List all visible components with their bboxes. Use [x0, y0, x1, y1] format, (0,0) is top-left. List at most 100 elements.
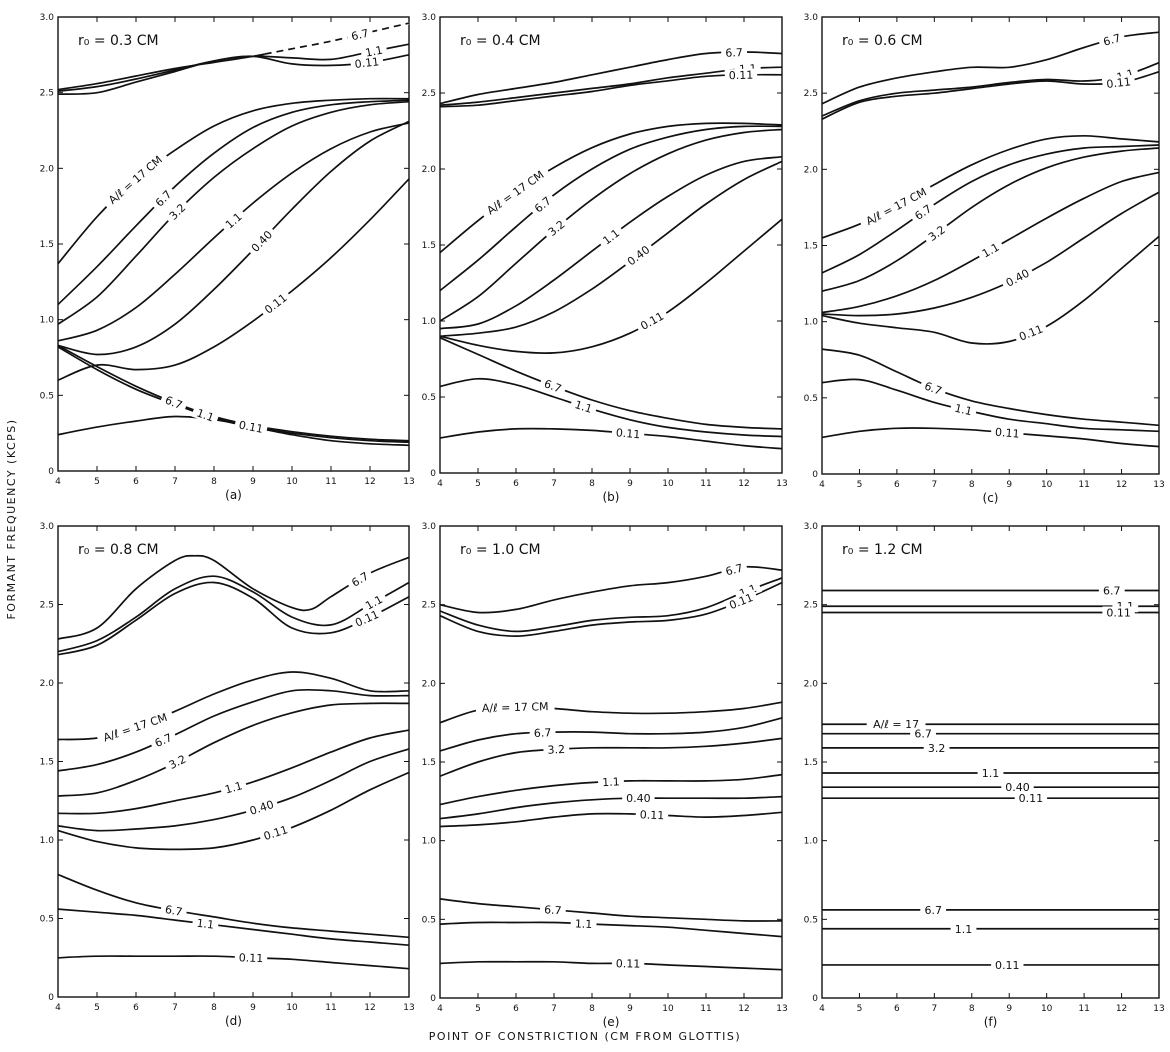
- x-tick-label: 4: [819, 480, 825, 490]
- series-line: [439, 577, 783, 633]
- y-tick-label: 1.0: [804, 837, 819, 847]
- series-label: 6.7: [924, 904, 942, 917]
- x-tick-label: 13: [1153, 480, 1164, 490]
- x-tick-label: 4: [55, 1003, 61, 1013]
- panel-letter: (e): [603, 1015, 620, 1029]
- series-label: 1.1: [196, 917, 215, 932]
- series-label-group: A/ℓ = 17: [866, 718, 926, 731]
- panel-letter: (b): [603, 490, 620, 504]
- series-label-group: 1.1: [570, 917, 597, 931]
- series-label: 0.11: [238, 418, 265, 435]
- series-label: 3.2: [547, 743, 565, 757]
- series-line: [439, 218, 783, 355]
- y-tick-label: 2.5: [40, 89, 54, 99]
- series-label-group: 1.1: [597, 775, 625, 789]
- series-label-background: [219, 207, 248, 234]
- series-label-background: [910, 727, 936, 740]
- series-label-group: 6.7: [529, 726, 556, 740]
- series-label-background: [991, 959, 1024, 971]
- x-tick-label: 13: [776, 1004, 787, 1014]
- series-label-background: [538, 375, 568, 397]
- series-label-background: [101, 149, 169, 210]
- series-label: 1.1: [573, 398, 594, 416]
- series-label: 0.11: [616, 957, 641, 970]
- y-axis-label: FORMANT FREQUENCY (KCPS): [5, 418, 18, 620]
- series-label-group: 1.1: [950, 922, 977, 936]
- panel-letter: (d): [225, 1014, 242, 1028]
- plot-frame: [439, 525, 783, 999]
- series-line: [57, 748, 410, 832]
- series-label-group: 6.7: [160, 902, 188, 919]
- series-label-group: 0.40: [621, 240, 655, 270]
- x-tick-label: 6: [894, 1004, 900, 1014]
- series-line: [439, 811, 783, 828]
- series-label-group: 0.40: [244, 796, 279, 819]
- x-tick-label: 8: [969, 480, 975, 490]
- series-label: 1.1: [223, 779, 243, 796]
- series-label: 6.7: [542, 377, 563, 395]
- series-line: [57, 955, 410, 970]
- y-tick-label: 1.0: [40, 316, 55, 326]
- panel-letter: (f): [984, 1015, 998, 1029]
- x-tick-label: 10: [286, 477, 298, 487]
- series-label: 1.1: [982, 767, 1000, 780]
- series-label: 0.11: [615, 426, 640, 441]
- x-tick-label: 4: [55, 477, 61, 487]
- series-label: 0.40: [1005, 781, 1030, 794]
- series-label-background: [163, 198, 191, 225]
- x-tick-label: 9: [250, 477, 256, 487]
- series-label-group: 6.7: [918, 377, 948, 399]
- y-tick-label: 3.0: [40, 522, 55, 532]
- series-label-background: [611, 426, 645, 441]
- series-label-background: [1098, 584, 1125, 597]
- series-label-group: 6.7: [539, 902, 567, 917]
- series-line: [57, 702, 410, 797]
- panel-letter: (a): [225, 488, 242, 502]
- x-tick-label: 12: [1116, 1004, 1127, 1014]
- x-tick-label: 13: [403, 1003, 414, 1013]
- series-label-background: [246, 225, 278, 257]
- series-label-background: [1101, 74, 1136, 91]
- x-tick-label: 4: [819, 1004, 825, 1014]
- y-tick-label: 1.0: [40, 836, 55, 846]
- y-tick-label: 1.5: [804, 758, 818, 768]
- y-tick-label: 0: [48, 993, 54, 1003]
- series-line: [821, 348, 1160, 427]
- y-tick-label: 0.5: [40, 915, 54, 925]
- x-tick-label: 5: [94, 477, 100, 487]
- series-line: [821, 144, 1160, 274]
- y-tick-label: 2.0: [804, 679, 819, 689]
- x-tick-label: 12: [738, 479, 749, 489]
- series-line: [821, 427, 1160, 448]
- series-label-group: 1.1: [976, 238, 1005, 262]
- series-line: [439, 427, 783, 450]
- x-tick-label: 7: [931, 1004, 937, 1014]
- series-label-group: 0.11: [1102, 606, 1135, 620]
- x-tick-label: 6: [894, 480, 900, 490]
- panel-title: r₀ = 0.4 CM: [460, 33, 541, 49]
- series-line: [439, 737, 783, 777]
- x-tick-label: 5: [475, 1004, 481, 1014]
- x-tick-label: 5: [857, 480, 863, 490]
- x-tick-label: 8: [969, 1004, 975, 1014]
- x-tick-label: 9: [1006, 480, 1012, 490]
- y-tick-label: 0: [48, 467, 54, 477]
- series-label: 6.7: [725, 46, 743, 60]
- series-line: [439, 125, 783, 292]
- panel-title: r₀ = 0.6 CM: [842, 33, 923, 49]
- y-tick-label: 2.0: [40, 164, 55, 174]
- series-label: 1.1: [602, 775, 620, 789]
- series-label: 6.7: [544, 903, 563, 917]
- series-label-group: 0.11: [990, 425, 1024, 441]
- series-label: 6.7: [922, 379, 943, 398]
- series-line: [821, 235, 1160, 345]
- panel-title: r₀ = 1.2 CM: [842, 542, 923, 558]
- y-tick-label: 2.0: [422, 679, 437, 689]
- x-tick-label: 10: [1041, 1004, 1053, 1014]
- series-label-group: 0.40: [622, 792, 655, 805]
- series-label-group: 0.11: [350, 54, 384, 71]
- y-tick-label: 0.5: [422, 393, 436, 403]
- series-label: 6.7: [724, 561, 744, 578]
- series-label: 6.7: [914, 728, 932, 741]
- series-label-background: [542, 215, 571, 241]
